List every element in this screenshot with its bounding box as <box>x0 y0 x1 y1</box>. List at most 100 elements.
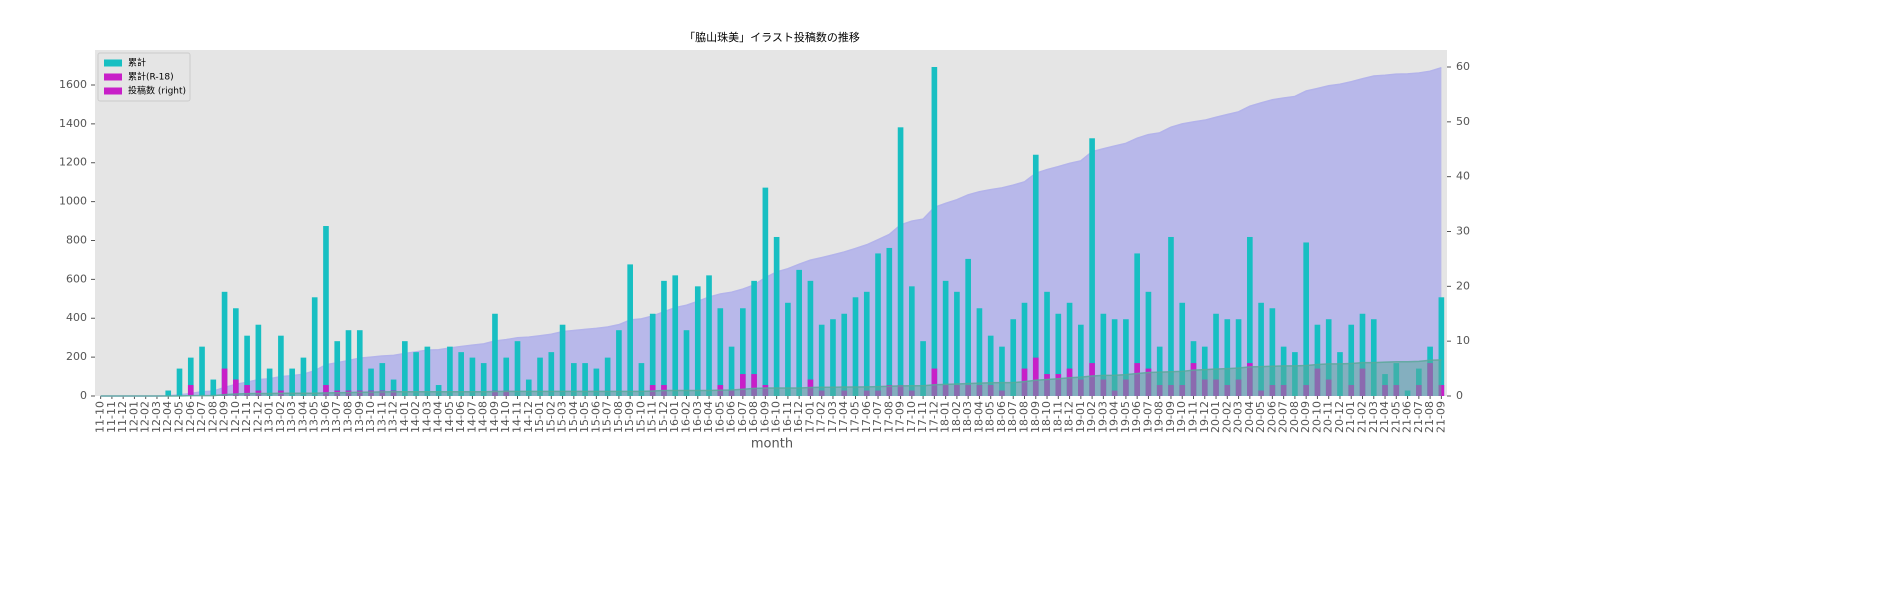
y2-tick-label: 10 <box>1456 334 1470 347</box>
x-tick-label: 14-10 <box>499 401 512 433</box>
bar <box>447 346 453 396</box>
x-axis-label: month <box>751 437 793 452</box>
y-tick-label: 600 <box>66 272 87 285</box>
bar <box>233 308 239 396</box>
x-tick-label: 18-05 <box>984 401 997 433</box>
x-tick-label: 20-12 <box>1333 401 1346 433</box>
x-tick-label: 12-05 <box>173 401 186 433</box>
bar <box>165 390 172 396</box>
bar <box>402 341 408 396</box>
bar <box>1078 324 1084 396</box>
bar <box>604 357 611 396</box>
y-tick-label: 1200 <box>59 156 87 169</box>
y2-tick-label: 20 <box>1456 279 1470 292</box>
x-tick-label: 20-06 <box>1265 401 1278 433</box>
x-tick-label: 21-04 <box>1378 401 1391 433</box>
bar <box>649 313 656 396</box>
bar <box>740 374 746 396</box>
bar <box>1010 319 1017 396</box>
bar <box>379 363 386 396</box>
x-tick-label: 18-12 <box>1063 401 1076 433</box>
chart-title: 「脇山珠美」イラスト投稿数の推移 <box>684 30 860 44</box>
x-tick-label: 21-05 <box>1389 401 1402 433</box>
x-tick-label: 16-07 <box>736 401 749 433</box>
x-tick-label: 11-12 <box>116 401 129 433</box>
bar <box>661 280 667 396</box>
x-tick-label: 14-12 <box>522 401 535 433</box>
x-tick-label: 15-05 <box>578 401 591 433</box>
x-tick-label: 20-08 <box>1288 401 1301 433</box>
x-tick-label: 19-02 <box>1085 401 1098 433</box>
bar <box>571 363 577 396</box>
bar <box>458 352 464 396</box>
bar <box>311 297 318 396</box>
x-tick-label: 15-11 <box>646 401 659 433</box>
bar <box>1235 319 1242 396</box>
x-tick-label: 16-05 <box>713 401 726 433</box>
bar <box>1145 291 1152 396</box>
x-tick-label: 18-02 <box>950 401 963 433</box>
x-tick-label: 12-02 <box>139 401 152 433</box>
bar <box>863 291 870 396</box>
bar <box>1134 253 1140 396</box>
x-tick-label: 15-06 <box>589 401 602 433</box>
bar <box>672 275 679 396</box>
bar <box>717 308 724 396</box>
bar <box>187 357 194 396</box>
x-tick-label: 12-11 <box>240 401 253 433</box>
x-tick-label: 15-12 <box>657 401 670 433</box>
legend-label: 投稿数 (right) <box>128 85 186 97</box>
bar <box>740 308 746 396</box>
x-tick-label: 17-12 <box>927 401 940 433</box>
bar <box>334 341 341 396</box>
x-tick-label: 21-02 <box>1356 401 1369 433</box>
x-tick-label: 17-01 <box>803 401 816 433</box>
x-tick-label: 12-12 <box>251 401 264 433</box>
x-tick-label: 11-10 <box>94 401 107 433</box>
bar <box>435 385 442 396</box>
bar <box>1359 313 1366 396</box>
x-tick-label: 14-03 <box>420 401 433 433</box>
x-tick-label: 19-10 <box>1175 401 1188 433</box>
x-tick-label: 21-01 <box>1344 401 1357 433</box>
bar <box>210 379 217 396</box>
bar <box>356 330 363 396</box>
bar <box>345 330 352 396</box>
x-tick-label: 20-05 <box>1254 401 1267 433</box>
x-tick-label: 13-05 <box>308 401 321 433</box>
x-tick-label: 17-08 <box>882 401 895 433</box>
x-tick-label: 19-03 <box>1096 401 1109 433</box>
bar <box>480 363 487 396</box>
x-tick-label: 13-10 <box>364 401 377 433</box>
bar <box>751 280 757 396</box>
bar <box>762 187 769 396</box>
x-tick-label: 14-08 <box>477 401 490 433</box>
bar <box>1066 302 1073 396</box>
bar <box>187 385 194 396</box>
area <box>100 359 1442 396</box>
x-tick-label: 12-04 <box>161 401 174 433</box>
bar <box>233 379 239 396</box>
bar <box>368 368 374 396</box>
bar <box>1100 313 1107 396</box>
bar <box>1179 302 1186 396</box>
bar <box>807 280 814 396</box>
legend-label: 累計(R-18) <box>128 71 174 83</box>
bar <box>1123 319 1129 396</box>
legend-label: 累計 <box>128 57 146 69</box>
bar <box>706 275 712 396</box>
x-tick-label: 13-01 <box>263 401 276 433</box>
bar <box>931 66 938 396</box>
x-tick-label: 18-06 <box>995 401 1008 433</box>
x-tick-label: 18-11 <box>1051 401 1064 433</box>
x-tick-label: 19-05 <box>1119 401 1132 433</box>
x-tick-label: 17-05 <box>849 401 862 433</box>
bar <box>728 346 735 396</box>
x-tick-label: 14-07 <box>465 401 478 433</box>
bar <box>514 341 521 396</box>
x-tick-label: 15-03 <box>556 401 569 433</box>
bar <box>244 385 250 396</box>
x-tick-label: 20-11 <box>1322 401 1335 433</box>
x-tick-label: 16-11 <box>781 401 794 433</box>
